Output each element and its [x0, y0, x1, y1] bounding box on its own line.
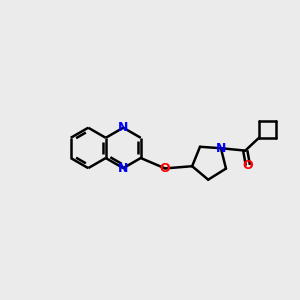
Text: O: O [242, 159, 253, 172]
Text: N: N [216, 142, 226, 155]
Text: N: N [118, 162, 128, 175]
Text: O: O [160, 162, 170, 175]
Text: N: N [118, 121, 128, 134]
